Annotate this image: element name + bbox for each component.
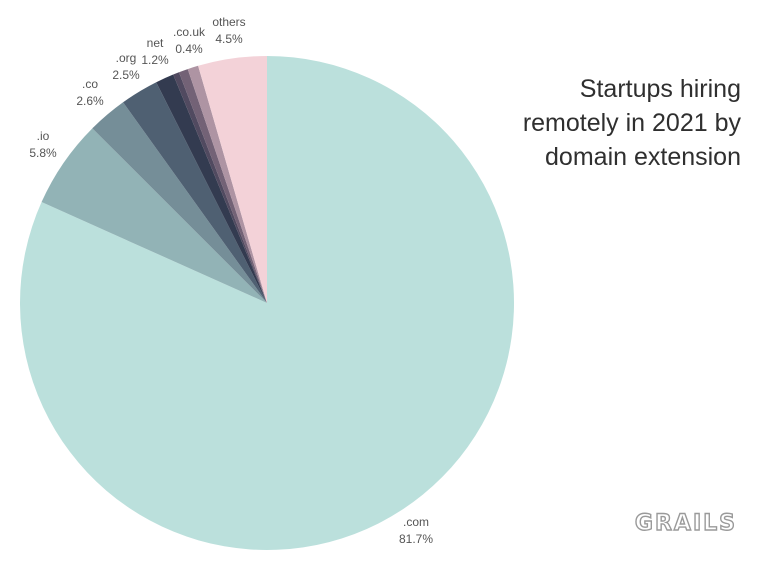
pie-slice-minor-7 — [187, 65, 267, 303]
chart-title-line-2: remotely in 2021 by — [523, 109, 742, 137]
slice-label-value: 2.5% — [112, 68, 140, 82]
slice-label-name: others — [212, 15, 245, 29]
pie-slice-minor-6 — [178, 69, 267, 303]
slice-label-name: .co — [82, 77, 98, 91]
slice-label-value: 5.8% — [29, 146, 57, 160]
pie-slice-io — [41, 128, 267, 303]
slice-label-name: .io — [37, 129, 50, 143]
slice-label-value: 2.6% — [76, 94, 104, 108]
slice-label-name: .co.uk — [173, 25, 206, 39]
pie-slice-org — [123, 82, 267, 303]
slice-labels: .com 81.7% .io 5.8% .co 2.6% .org 2.5% net 1.2% .c… — [29, 15, 433, 546]
brand-logo: GRAILS — [634, 510, 737, 536]
grails-logo-text: GRAILS — [635, 511, 737, 536]
pie-slice-net — [156, 74, 267, 303]
slice-label-name: net — [147, 36, 164, 50]
slice-label-name: .com — [403, 515, 429, 529]
slice-label-value: 0.4% — [175, 42, 203, 56]
pie-slice-co — [92, 102, 267, 303]
pie-slices — [20, 56, 515, 550]
slice-label-value: 81.7% — [399, 532, 433, 546]
chart-title: Startups hiring remotely in 2021 by doma… — [523, 75, 742, 171]
slice-label-name: .org — [116, 51, 137, 65]
pie-slice-others — [198, 56, 267, 303]
chart-title-line-1: Startups hiring — [580, 75, 741, 103]
pie-slice-couk — [173, 72, 267, 303]
slice-label-value: 1.2% — [141, 53, 169, 67]
chart-title-line-3: domain extension — [545, 143, 741, 171]
slice-label-value: 4.5% — [215, 32, 243, 46]
pie-slice-com — [20, 56, 515, 550]
